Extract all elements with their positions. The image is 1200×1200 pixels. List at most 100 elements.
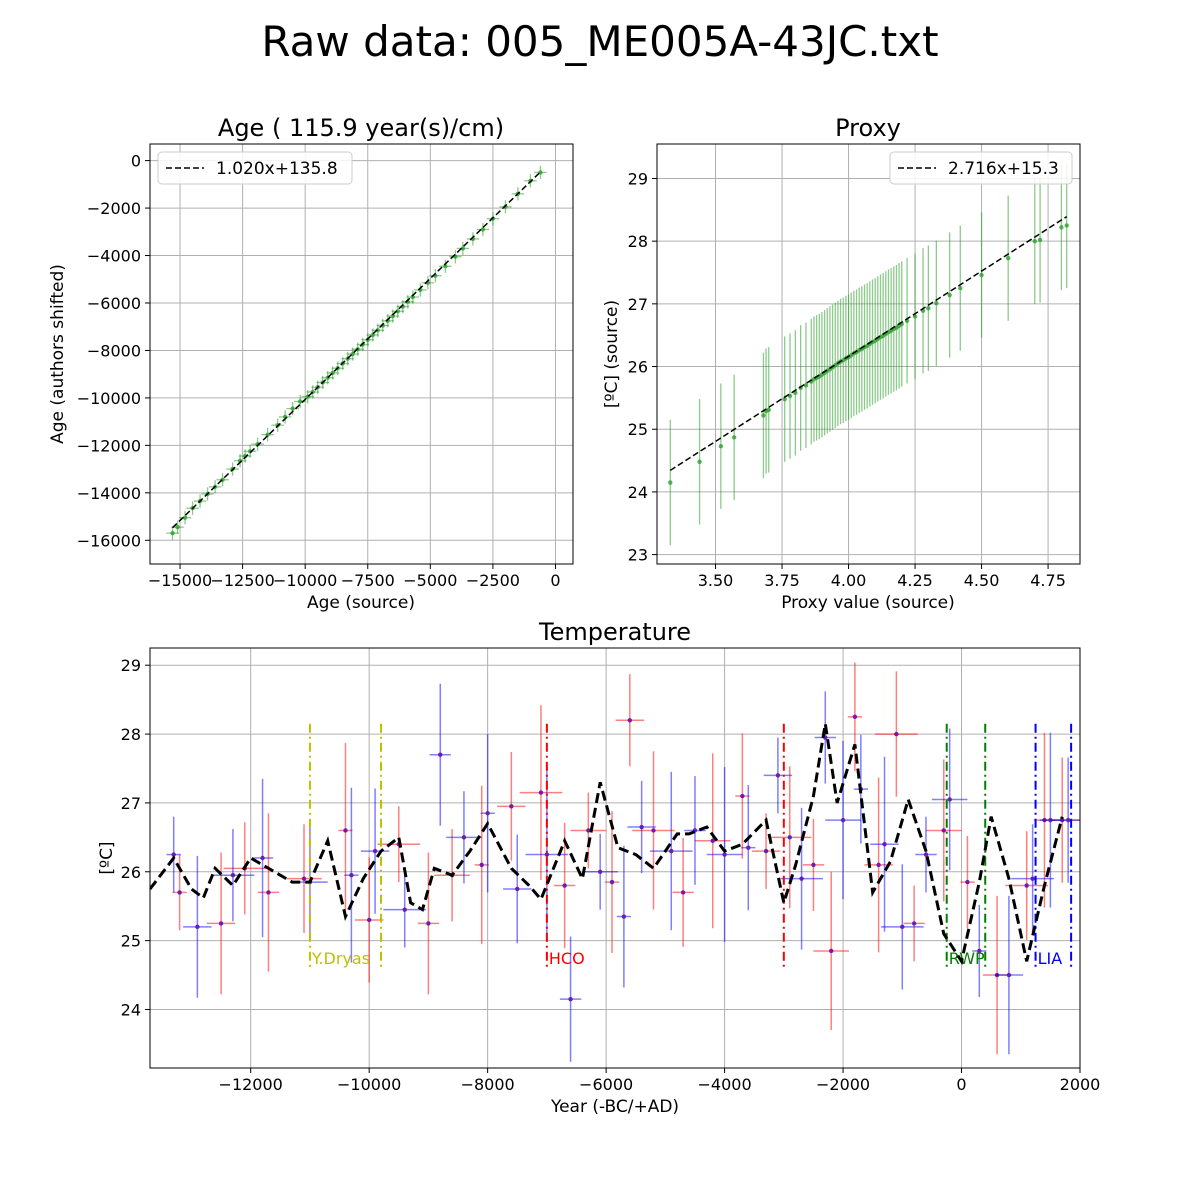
age-panel: −15000−12500−10000 −7500 −5000 −2500 00−2000… <box>48 114 574 613</box>
proxy-data-point <box>934 301 939 306</box>
temperature-data-point <box>911 921 917 926</box>
temperature-data-point <box>775 773 781 778</box>
age-data-point <box>290 406 295 411</box>
proxy-data-point <box>912 314 918 319</box>
temperature-data-point <box>669 848 674 854</box>
temperature-event-label: Y.Dryas <box>311 949 370 968</box>
temperature-data-point <box>568 996 573 1002</box>
proxy-y-tick-label: 28 <box>628 232 648 251</box>
age-plot-title: Age ( 115.9 year(s)/cm) <box>218 114 504 142</box>
temperature-x-tick-label: −4000 <box>698 1075 752 1094</box>
temperature-event-label: LIA <box>1038 949 1063 968</box>
temperature-data-point <box>894 731 899 737</box>
temperature-data-point <box>230 873 236 878</box>
age-x-tick-label: 0 <box>550 571 560 590</box>
temperature-x-tick-label: −6000 <box>579 1075 633 1094</box>
age-y-tick-label: 0 <box>131 152 141 171</box>
temperature-data-point <box>515 886 520 892</box>
temperature-x-tick-label: 0 <box>956 1075 966 1094</box>
age-data-point <box>480 227 486 232</box>
temperature-data-point <box>763 848 769 854</box>
age-legend-label: 1.020x+135.8 <box>216 159 338 179</box>
temperature-data-point <box>852 714 858 720</box>
temperature-x-tick-label: −10000 <box>337 1075 401 1094</box>
temperature-y-tick-label: 26 <box>121 863 141 882</box>
age-data-point <box>443 264 448 269</box>
temperature-data-point <box>787 835 792 840</box>
age-x-tick-label: −15000 <box>148 571 212 590</box>
temperature-data-point <box>1006 972 1012 978</box>
proxy-data-point <box>1037 237 1043 243</box>
temperature-plot-frame <box>149 647 1081 1069</box>
proxy-data-point <box>697 459 702 465</box>
proxy-x-axis-label: Proxy value (source) <box>781 593 955 613</box>
temperature-data-point <box>627 718 633 723</box>
temperature-data-point <box>461 835 467 840</box>
temperature-data-point <box>562 883 567 888</box>
temperature-data-point <box>799 876 804 881</box>
temperature-y-axis-label: [ºC] <box>97 841 117 874</box>
temperature-data-point <box>177 890 182 895</box>
temperature-data-point <box>402 907 407 912</box>
age-y-tick-label: −4000 <box>87 247 141 266</box>
temperature-data-point <box>680 890 686 895</box>
temperature-data-point <box>426 921 431 926</box>
temperature-data-point <box>509 804 514 809</box>
proxy-x-tick-label: 3.75 <box>764 571 800 590</box>
temperature-data-point <box>965 879 970 885</box>
temperature-x-tick-label: −8000 <box>461 1075 515 1094</box>
temperature-data-point <box>485 811 490 816</box>
proxy-data-point <box>1064 223 1069 228</box>
proxy-data-point <box>1005 255 1011 261</box>
age-y-tick-label: −12000 <box>77 436 141 455</box>
age-x-tick-label: −7500 <box>341 571 395 590</box>
temperature-event-label: RWP <box>949 949 985 968</box>
proxy-data-point <box>1032 238 1037 244</box>
age-y-tick-label: −2000 <box>87 199 141 218</box>
age-x-tick-label: −2500 <box>466 571 520 590</box>
temperature-event-label: HCO <box>549 949 585 968</box>
temperature-panel: Y.Dryas HCO RWP LIA −12000 −10000 −8000 −6000 −… <box>97 618 1100 1117</box>
age-legend: 1.020x+135.8 <box>157 151 353 185</box>
proxy-data-point <box>761 413 766 418</box>
proxy-data-point <box>718 443 724 449</box>
proxy-data-point <box>803 383 809 388</box>
proxy-data-point <box>1059 225 1064 230</box>
age-y-tick-label: −14000 <box>77 484 141 503</box>
temperature-data-point <box>811 862 816 868</box>
temperature-data-point <box>218 921 224 926</box>
age-y-tick-label: −16000 <box>77 531 141 550</box>
temperature-data-point <box>829 948 834 954</box>
proxy-x-tick-label: 4.50 <box>964 571 1000 590</box>
temperature-data-point <box>947 797 952 802</box>
proxy-data-point <box>782 396 787 402</box>
age-y-tick-label: −10000 <box>77 389 141 408</box>
temperature-data-point <box>301 876 307 881</box>
age-plot-frame <box>149 143 574 565</box>
temperature-data-point <box>840 817 846 823</box>
proxy-legend: 2.716x+15.3 <box>889 151 1073 185</box>
proxy-x-tick-label: 4.75 <box>1030 571 1066 590</box>
proxy-data-point <box>979 272 984 278</box>
proxy-y-tick-label: 25 <box>628 420 648 439</box>
age-fit-line <box>172 171 541 529</box>
age-data-point <box>390 313 395 319</box>
temperature-data-point <box>900 924 905 930</box>
age-data-point <box>170 530 175 536</box>
temperature-data-point <box>171 852 176 857</box>
temperature-data-point <box>746 845 751 850</box>
temperature-data-point <box>923 852 929 857</box>
proxy-y-axis-label: [ºC] (source) <box>602 300 622 408</box>
temperature-data-point <box>1030 876 1035 881</box>
age-x-tick-label: −5000 <box>403 571 457 590</box>
temperature-data-point <box>941 828 946 833</box>
age-data-point <box>503 204 508 210</box>
age-y-axis-label: Age (authors shifted) <box>48 264 68 444</box>
temperature-data-point <box>639 824 644 830</box>
proxy-data-point <box>731 435 737 440</box>
temperature-data-point <box>479 862 484 868</box>
age-data-point <box>460 246 466 251</box>
proxy-x-tick-label: 3.50 <box>698 571 734 590</box>
figure-title: Raw data: 005_ME005A-43JC.txt <box>261 17 938 66</box>
